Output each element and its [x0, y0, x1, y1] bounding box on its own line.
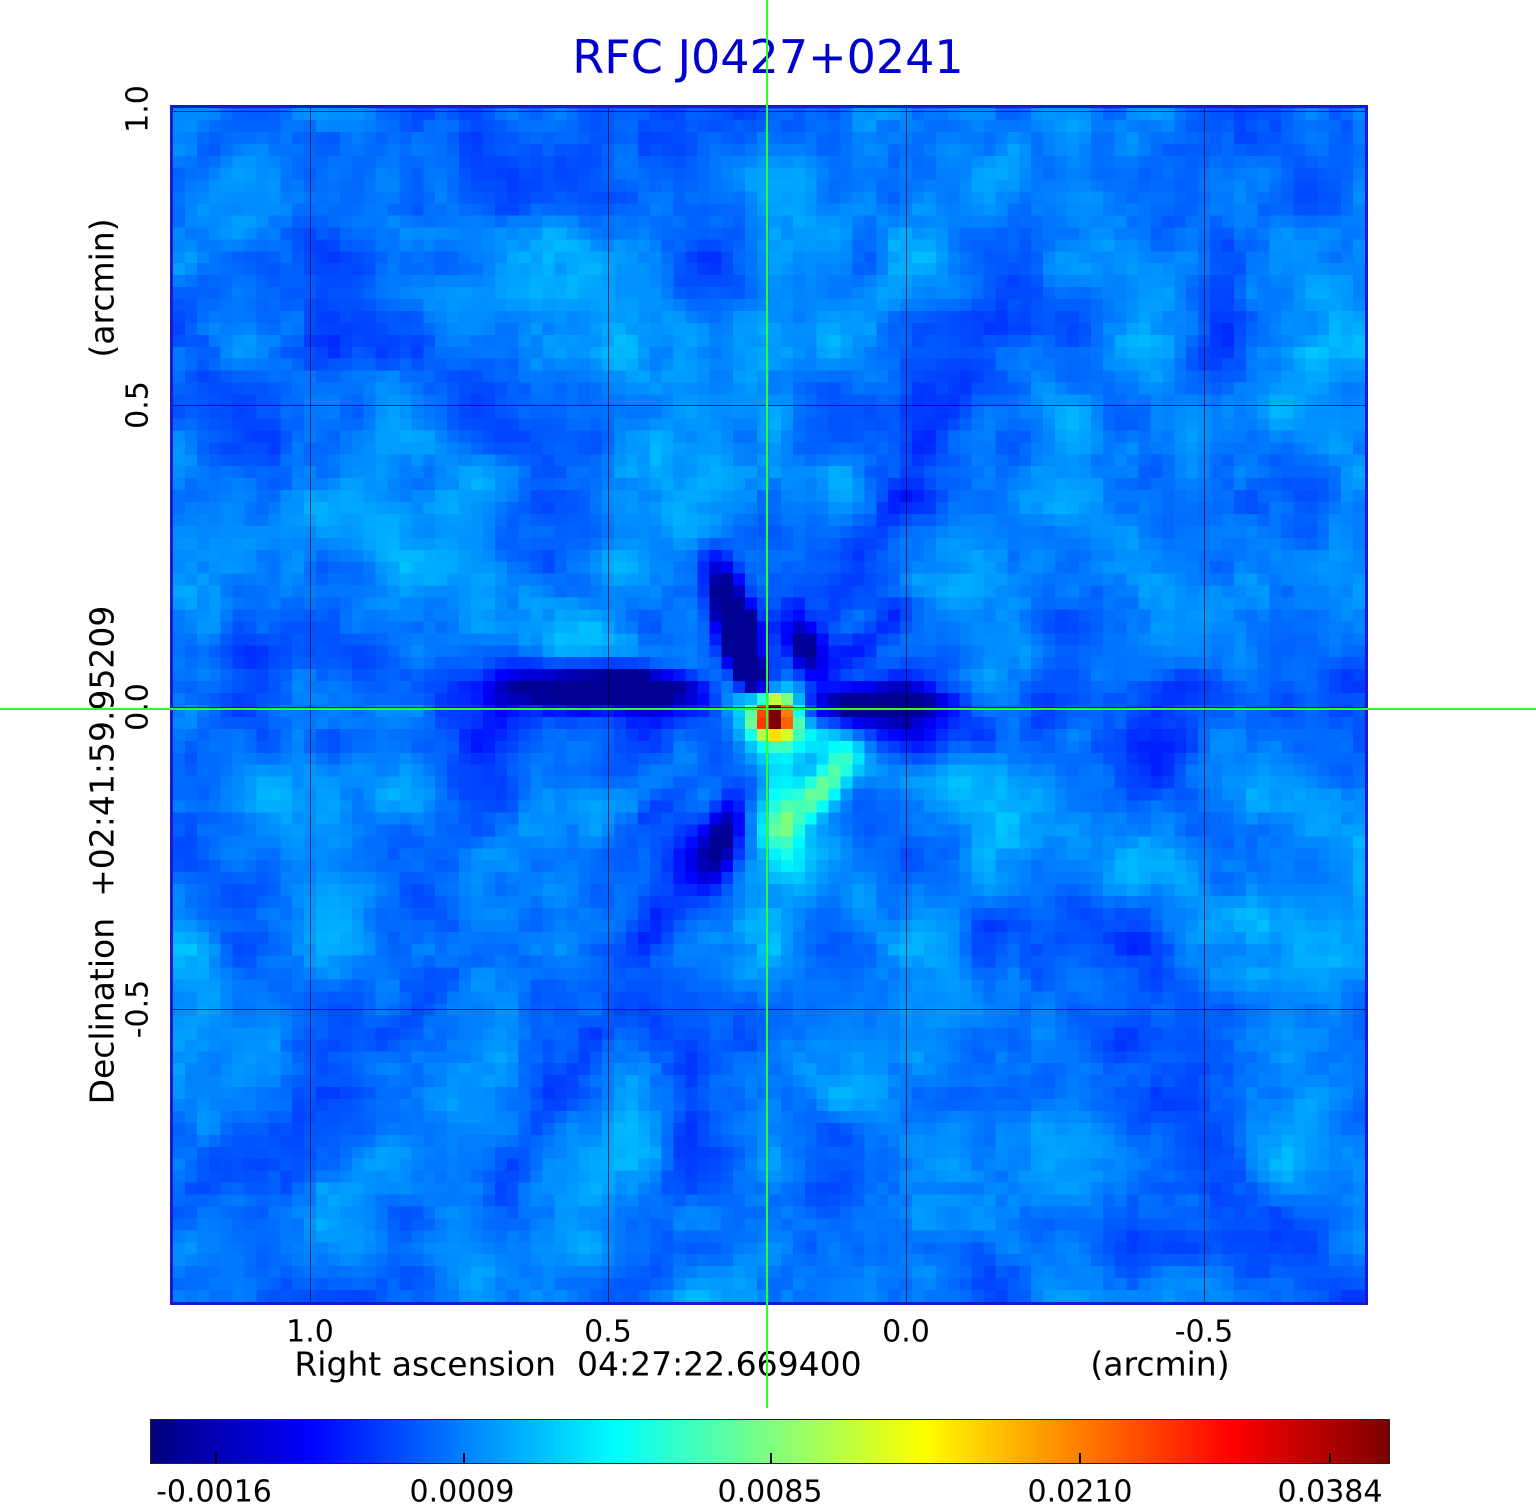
colorbar-tick	[1079, 1453, 1081, 1463]
colorbar	[150, 1419, 1390, 1464]
grid-line-horizontal	[173, 1009, 1365, 1010]
colorbar-tick	[463, 1453, 465, 1463]
colorbar-tick-label-1: 0.0009	[409, 1474, 515, 1510]
colorbar-tick-label-3: 0.0210	[1027, 1474, 1133, 1510]
grid-line-horizontal	[173, 111, 1365, 112]
y-axis-label: Declination +02:41:59.95209	[82, 605, 122, 1105]
colorbar-tick-label-0: -0.0016	[156, 1474, 272, 1510]
grid-line-vertical	[906, 108, 907, 1302]
colorbar-tick	[770, 1453, 772, 1463]
x-axis-label: Right ascension 04:27:22.669400	[294, 1344, 862, 1384]
grid-line-horizontal	[173, 707, 1365, 708]
crosshair-vertical-line	[766, 0, 768, 1408]
map-panel	[170, 105, 1368, 1305]
y-tick-label-3: -0.5	[120, 979, 156, 1039]
y-axis-unit-label: (arcmin)	[82, 218, 122, 358]
colorbar-tick-label-2: 0.0085	[717, 1474, 823, 1510]
colorbar-tick	[1329, 1453, 1331, 1463]
y-tick-label-1: 0.5	[120, 381, 156, 429]
x-tick-label-0: 1.0	[286, 1314, 334, 1350]
figure-title: RFC J0427+0241	[572, 30, 964, 84]
grid-line-vertical	[1204, 108, 1205, 1302]
crosshair-horizontal-line	[0, 708, 1536, 710]
y-tick-label-2: 0.0	[120, 683, 156, 731]
x-axis-unit-label: (arcmin)	[1090, 1344, 1230, 1384]
intensity-map-canvas	[173, 108, 1365, 1302]
x-tick-label-1: 0.5	[584, 1314, 632, 1350]
grid-line-vertical	[310, 108, 311, 1302]
x-tick-label-3: -0.5	[1174, 1314, 1234, 1350]
x-tick-label-2: 0.0	[882, 1314, 930, 1350]
grid-line-vertical	[608, 108, 609, 1302]
grid-line-horizontal	[173, 405, 1365, 406]
colorbar-tick	[215, 1453, 217, 1463]
colorbar-tick-label-4: 0.0384	[1277, 1474, 1383, 1510]
y-tick-label-0: 1.0	[120, 85, 156, 133]
